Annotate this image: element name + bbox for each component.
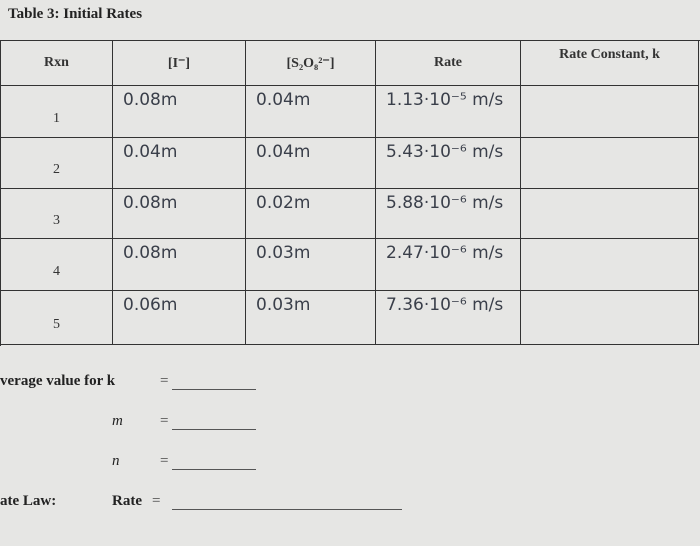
rxn-cell: 4 — [1, 239, 113, 291]
data-cell: 7.36·10⁻⁶ m/s — [376, 291, 521, 345]
data-cell — [521, 189, 699, 239]
data-cell: 0.08m — [113, 189, 246, 239]
data-cell: 5.88·10⁻⁶ m/s — [376, 189, 521, 239]
table: Rxn [I⁻] [S₂O₈²⁻] Rate Rate Constant, k 1 0.08… — [0, 40, 700, 346]
data-cell: 0.03m — [246, 239, 376, 291]
data-cell: 2.47·10⁻⁶ m/s — [376, 239, 521, 291]
rxn-cell: 5 — [1, 291, 113, 345]
rxn-cell: 2 — [1, 138, 113, 189]
equals-sign: = — [152, 493, 161, 509]
data-cell: 1.13·10⁻⁵ m/s — [376, 86, 521, 138]
header-cell: [S₂O₈²⁻] — [246, 41, 376, 86]
table-title: Table 3: Initial Rates — [8, 6, 143, 22]
equals-sign: = — [160, 453, 169, 469]
data-cell: 0.08m — [113, 86, 246, 138]
blank-line — [172, 389, 256, 390]
rxn-cell: 3 — [1, 189, 113, 239]
field-label: verage value for k — [0, 373, 116, 389]
data-cell: 0.06m — [113, 291, 246, 345]
rate-law-label: ate Law: — [0, 493, 57, 509]
data-cell — [521, 239, 699, 291]
header-cell: Rate — [376, 41, 521, 86]
blank-line — [172, 469, 256, 470]
equals-sign: = — [160, 373, 169, 389]
field-label: m — [112, 413, 123, 429]
data-cell — [521, 86, 699, 138]
data-cell — [521, 138, 699, 189]
data-cell: 5.43·10⁻⁶ m/s — [376, 138, 521, 189]
data-cell: 0.02m — [246, 189, 376, 239]
rate-label: Rate — [112, 493, 142, 509]
blank-line — [172, 429, 256, 430]
header-cell: [I⁻] — [113, 41, 246, 86]
data-cell: 0.04m — [246, 138, 376, 189]
data-cell — [521, 291, 699, 345]
header-cell: Rate Constant, k — [521, 41, 699, 86]
header-cell: Rxn — [1, 41, 113, 86]
data-cell: 0.04m — [246, 86, 376, 138]
blank-line — [172, 509, 402, 510]
equals-sign: = — [160, 413, 169, 429]
data-cell: 0.04m — [113, 138, 246, 189]
data-cell: 0.08m — [113, 239, 246, 291]
data-cell: 0.03m — [246, 291, 376, 345]
field-label: n — [112, 453, 120, 469]
rxn-cell: 1 — [1, 86, 113, 138]
